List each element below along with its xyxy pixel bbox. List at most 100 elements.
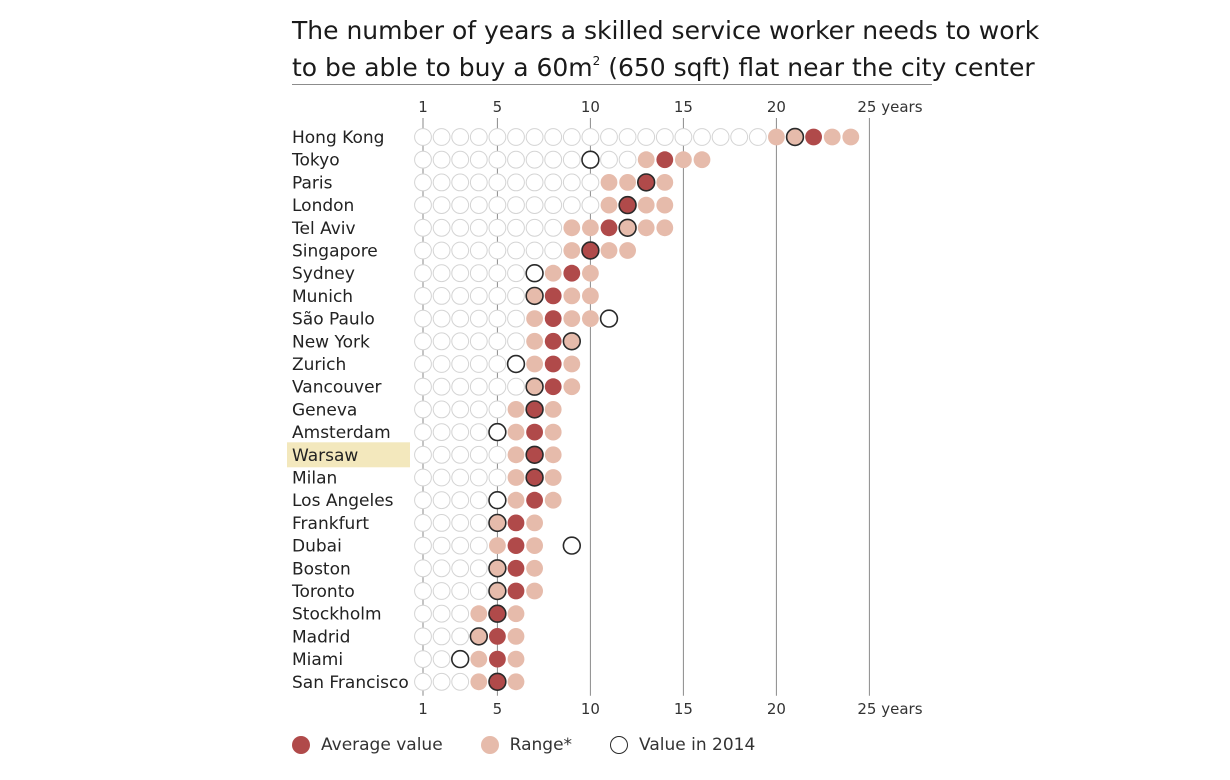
empty-dot xyxy=(488,196,507,215)
empty-dot xyxy=(414,264,432,283)
average-dot xyxy=(526,401,543,418)
empty-dot xyxy=(451,332,470,351)
range-dot xyxy=(563,310,581,327)
range-dot xyxy=(470,673,488,691)
empty-dot xyxy=(544,218,563,237)
range-swatch xyxy=(480,736,499,754)
empty-dot xyxy=(414,650,432,668)
value-2014-marker xyxy=(562,536,581,555)
empty-dot xyxy=(637,128,656,146)
range-dot xyxy=(507,423,525,441)
range-dot xyxy=(470,628,488,645)
empty-dot xyxy=(488,241,507,260)
range-dot xyxy=(489,537,506,554)
range-dot xyxy=(507,469,525,486)
empty-dot xyxy=(655,128,674,146)
average-dot xyxy=(489,628,506,645)
title-superscript: 2 xyxy=(592,54,601,68)
value-2014-marker xyxy=(525,286,544,306)
empty-dot xyxy=(432,627,451,646)
empty-dot xyxy=(432,559,451,578)
city-label: Stockholm xyxy=(292,605,382,625)
empty-dot xyxy=(432,218,451,237)
empty-dot xyxy=(451,309,470,328)
average-dot xyxy=(544,310,562,327)
empty-dot xyxy=(432,672,451,691)
empty-dot xyxy=(469,128,488,146)
bottom-tick-label-20: 20 xyxy=(767,700,786,718)
empty-dot xyxy=(414,241,432,260)
empty-dot xyxy=(488,377,507,396)
empty-dot xyxy=(711,128,730,146)
empty-dot xyxy=(544,173,563,192)
city-label: Toronto xyxy=(291,582,355,602)
value-2014-marker xyxy=(562,332,581,351)
bottom-tick-label-5: 5 xyxy=(493,700,503,718)
range-dot xyxy=(768,128,785,146)
empty-dot xyxy=(414,309,432,328)
city-label: Frankfurt xyxy=(292,514,369,534)
average-dot xyxy=(489,673,506,691)
range-dot xyxy=(544,423,562,441)
empty-dot xyxy=(451,445,470,464)
average-dot xyxy=(507,537,525,554)
value-2014-marker xyxy=(599,309,619,328)
empty-dot xyxy=(432,264,451,283)
empty-dot xyxy=(469,377,488,396)
city-label: Warsaw xyxy=(292,446,358,466)
empty-dot xyxy=(469,400,488,419)
empty-dot xyxy=(451,468,470,487)
empty-dot xyxy=(451,400,470,419)
range-dot xyxy=(656,174,674,191)
empty-dot xyxy=(525,218,544,237)
range-dot xyxy=(637,219,655,237)
empty-dot xyxy=(488,218,507,237)
average-dot xyxy=(507,582,525,600)
empty-dot xyxy=(469,218,488,237)
empty-dot xyxy=(600,150,618,169)
empty-dot xyxy=(451,582,470,600)
bottom-tick-label-1: 1 xyxy=(418,700,428,718)
range-dot xyxy=(563,378,581,396)
empty-dot xyxy=(469,491,488,510)
range-dot xyxy=(656,196,674,214)
empty-dot xyxy=(581,196,600,215)
city-label: Paris xyxy=(292,173,333,193)
title-divider xyxy=(292,84,932,85)
city-label: Boston xyxy=(292,559,351,579)
top-tick-label-25: 25 years xyxy=(857,98,922,116)
empty-dot xyxy=(469,173,488,192)
range-dot xyxy=(563,242,581,259)
empty-dot xyxy=(544,241,563,260)
empty-dot xyxy=(469,536,488,555)
highlight-band xyxy=(287,442,410,468)
empty-dot xyxy=(414,287,432,305)
empty-dot xyxy=(414,445,432,464)
range-dot xyxy=(563,219,581,237)
value-2014-marker xyxy=(488,672,507,691)
empty-dot xyxy=(488,128,507,146)
empty-dot xyxy=(469,150,488,169)
city-label: New York xyxy=(292,332,370,352)
empty-dot xyxy=(581,173,600,192)
range-dot xyxy=(582,287,599,305)
range-dot xyxy=(600,242,618,259)
top-tick-label-20: 20 xyxy=(767,98,786,116)
empty-dot xyxy=(507,332,525,351)
empty-dot xyxy=(432,514,451,532)
empty-dot xyxy=(488,400,507,419)
range-dot xyxy=(526,559,543,577)
city-label: Singapore xyxy=(292,242,378,262)
average-swatch xyxy=(292,736,310,754)
range-dot xyxy=(526,537,543,554)
average-dot xyxy=(805,128,822,146)
empty-dot xyxy=(414,582,432,600)
range-dot xyxy=(489,514,506,532)
bottom-tick-label-10: 10 xyxy=(581,700,600,718)
value-2014-swatch xyxy=(610,736,629,754)
range-dot xyxy=(507,491,525,509)
range-dot xyxy=(637,151,655,169)
average-dot xyxy=(526,423,543,441)
empty-dot xyxy=(488,150,507,169)
empty-dot xyxy=(469,423,488,442)
